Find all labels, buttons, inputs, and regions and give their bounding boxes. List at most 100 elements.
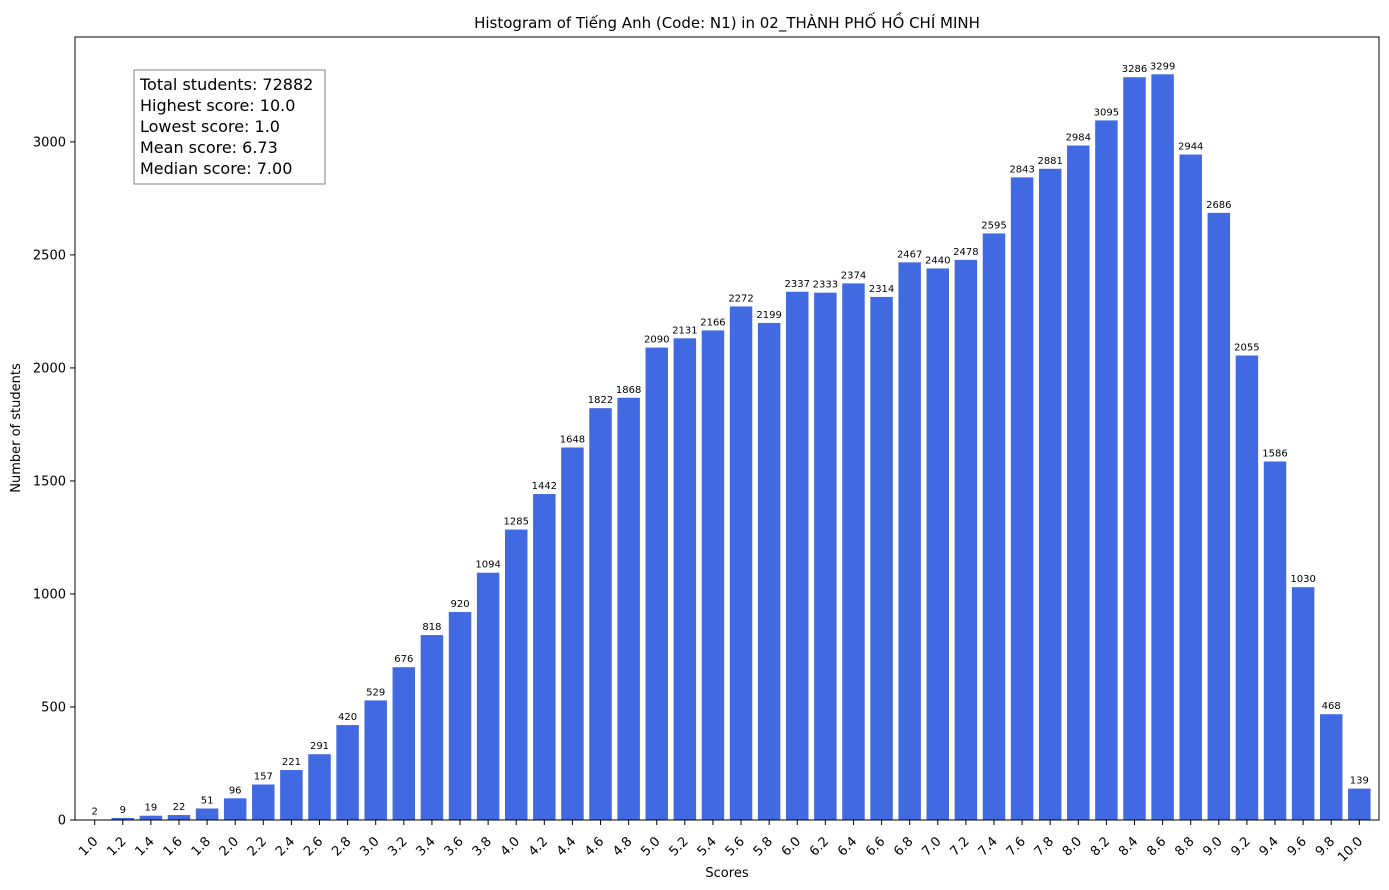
bar-value-label: 2314 — [869, 284, 894, 295]
bar-1.2 — [111, 817, 135, 820]
bar-10.0 — [1348, 788, 1371, 820]
bar-value-label: 2090 — [644, 335, 669, 346]
y-tick-label: 1000 — [33, 587, 66, 602]
stats-box: Total students: 72882 Highest score: 10.0… — [133, 69, 326, 185]
bar-value-label: 1094 — [475, 560, 500, 571]
bar-9.4 — [1263, 461, 1287, 820]
bar-9.6 — [1291, 587, 1315, 820]
bar-8.8 — [1179, 154, 1202, 821]
chart-title: Histogram of Tiếng Anh (Code: N1) in 02_… — [474, 11, 980, 33]
bar-2.4 — [280, 770, 303, 820]
bar-7.0 — [926, 268, 950, 821]
stats-box-frame — [133, 69, 326, 185]
bar-3.4 — [420, 635, 444, 820]
bar-value-label: 2478 — [953, 247, 978, 258]
y-tick-label: 3000 — [33, 135, 66, 150]
bar-value-labels: 2 9 19 22 51 96 157 221 291 420 529 676 818 920 1094 12… — [91, 61, 1368, 817]
bar-3.8 — [476, 572, 500, 820]
bar-value-label: 3299 — [1150, 61, 1175, 72]
bar-value-label: 2 — [91, 807, 97, 818]
stats-line: Total students: 72882 — [139, 75, 313, 94]
y-axis-title: Number of students — [9, 363, 24, 493]
bar-value-label: 1822 — [588, 395, 613, 406]
bar-value-label: 51 — [201, 795, 214, 806]
bar-value-label: 529 — [366, 687, 385, 698]
bar-7.8 — [1038, 168, 1062, 820]
bar-5.8 — [757, 322, 781, 820]
stats-line: Median score: 7.00 — [140, 159, 292, 178]
bar-value-label: 2843 — [1009, 164, 1034, 175]
bar-7.2 — [954, 259, 978, 820]
bar-6.4 — [842, 283, 865, 820]
bar-value-label: 2333 — [813, 280, 838, 291]
bar-value-label: 2055 — [1234, 342, 1259, 353]
bar-3.2 — [392, 667, 416, 820]
bar-value-label: 2686 — [1206, 200, 1231, 211]
y-tick-label: 1500 — [33, 474, 66, 489]
bar-value-label: 920 — [450, 599, 469, 610]
bar-4.2 — [533, 494, 556, 820]
y-tick-label: 2500 — [33, 248, 66, 263]
bar-4.4 — [561, 447, 584, 820]
bar-1.4 — [139, 815, 163, 820]
bar-5.2 — [673, 338, 697, 820]
bar-value-label: 2374 — [841, 270, 866, 281]
plot-frame — [74, 36, 1380, 821]
bar-2.2 — [252, 784, 275, 820]
bar-value-label: 22 — [173, 802, 186, 813]
bar-value-label: 2944 — [1178, 142, 1203, 153]
bar-value-label: 1648 — [560, 434, 585, 445]
bar-8.4 — [1123, 77, 1146, 821]
bar-value-label: 2440 — [925, 255, 950, 266]
bar-8.0 — [1067, 145, 1090, 820]
bar-2.0 — [223, 798, 247, 820]
bar-2.8 — [336, 725, 359, 820]
bar-3.0 — [364, 700, 387, 820]
bar-value-label: 676 — [394, 654, 413, 665]
bar-value-label: 2881 — [1037, 156, 1062, 167]
y-tick-label: 2000 — [33, 361, 66, 376]
bar-value-label: 9 — [120, 805, 126, 816]
bar-9.8 — [1319, 714, 1343, 820]
bar-value-label: 2595 — [981, 220, 1006, 231]
bar-2.6 — [308, 754, 331, 820]
bar-value-label: 1586 — [1262, 449, 1287, 460]
bar-value-label: 221 — [282, 757, 301, 768]
bar-value-label: 420 — [338, 712, 357, 723]
bar-value-label: 1030 — [1290, 574, 1315, 585]
bar-6.0 — [786, 291, 809, 820]
bar-value-label: 1285 — [503, 517, 528, 528]
bar-8.2 — [1095, 120, 1118, 820]
y-axis: 0 500 1000 1500 2000 2500 3000 — [33, 135, 75, 829]
bar-value-label: 291 — [310, 741, 329, 752]
bar-value-label: 157 — [254, 772, 273, 783]
bar-1.6 — [167, 815, 191, 820]
stats-line: Mean score: 6.73 — [140, 138, 278, 157]
bar-1.8 — [195, 808, 219, 820]
bar-value-label: 2467 — [897, 249, 922, 260]
bar-value-label: 2337 — [785, 279, 810, 290]
bar-8.6 — [1151, 74, 1174, 821]
bar-9.0 — [1207, 212, 1231, 821]
bar-value-label: 2131 — [672, 325, 697, 336]
bar-5.0 — [645, 347, 668, 820]
bar-value-label: 818 — [422, 622, 441, 633]
bar-series — [83, 74, 1371, 821]
bar-6.2 — [814, 292, 837, 820]
bar-6.8 — [898, 262, 921, 820]
bar-value-label: 96 — [229, 785, 242, 796]
bar-3.6 — [448, 612, 472, 820]
bar-9.2 — [1235, 355, 1259, 820]
bar-7.6 — [1010, 177, 1034, 820]
bar-value-label: 2272 — [728, 293, 753, 304]
stats-line: Lowest score: 1.0 — [140, 117, 280, 136]
stats-line: Highest score: 10.0 — [140, 96, 295, 115]
bar-value-label: 3095 — [1094, 107, 1119, 118]
bar-value-label: 1868 — [616, 385, 641, 396]
bar-5.4 — [701, 330, 725, 820]
bar-4.0 — [504, 529, 528, 820]
y-tick-label: 500 — [41, 700, 66, 715]
bar-4.8 — [617, 397, 640, 820]
bar-7.4 — [982, 233, 1006, 820]
